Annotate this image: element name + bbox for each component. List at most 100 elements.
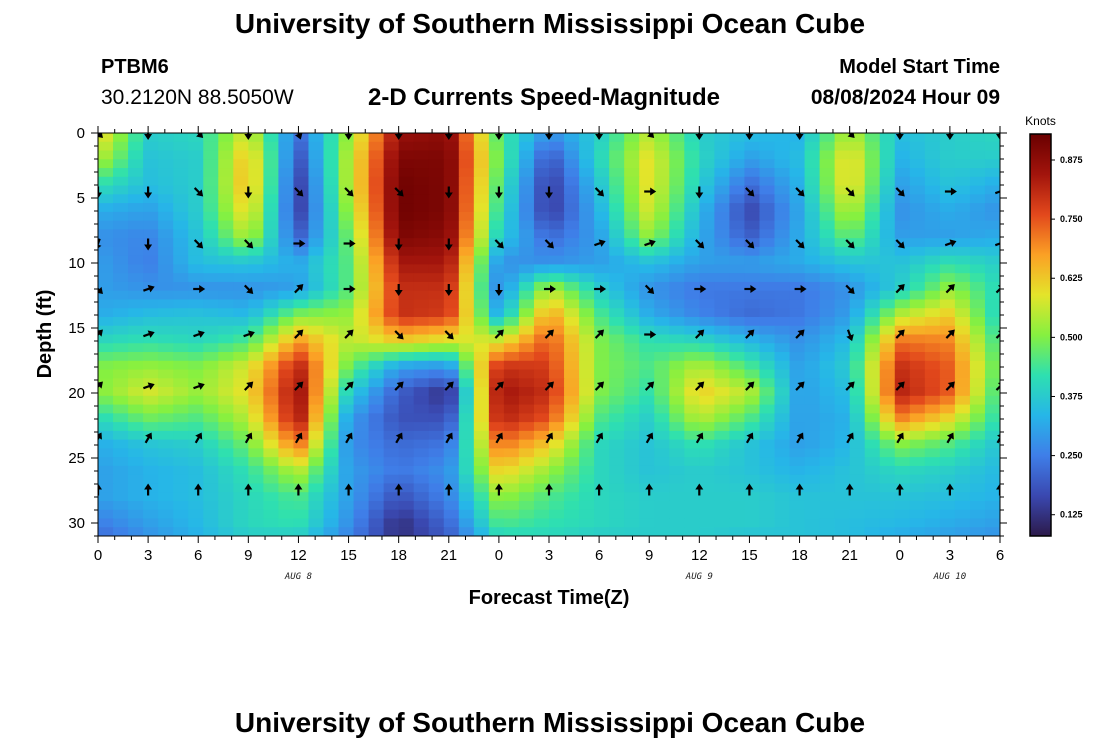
heatmap-cell — [894, 150, 911, 160]
heatmap-cell — [819, 509, 836, 520]
heatmap-cell — [428, 360, 445, 371]
heatmap-cell — [143, 194, 159, 204]
heatmap-cell — [939, 299, 956, 309]
x-tick-label: 0 — [94, 547, 102, 564]
heatmap-cell — [639, 474, 655, 485]
heatmap-cell — [924, 352, 941, 362]
heatmap-cell — [323, 422, 340, 432]
heatmap-cell — [398, 430, 415, 441]
heatmap-cell — [443, 439, 460, 449]
heatmap-cell — [143, 334, 159, 344]
heatmap-cell — [984, 343, 1000, 353]
heatmap-cell — [699, 203, 715, 213]
heatmap-cell — [488, 518, 505, 528]
heatmap-cell — [804, 133, 821, 143]
heatmap-cell — [684, 194, 700, 204]
heatmap-cell — [233, 457, 249, 467]
heatmap-cell — [819, 150, 836, 160]
current-arrow — [444, 133, 453, 140]
heatmap-cell — [879, 422, 896, 432]
heatmap-cell — [488, 290, 505, 301]
heatmap-cell — [338, 343, 355, 353]
heatmap-cell — [774, 203, 791, 213]
heatmap-cell — [353, 255, 370, 266]
heatmap-cell — [819, 220, 836, 230]
heatmap-cell — [353, 150, 370, 160]
heatmap-cell — [278, 325, 295, 336]
heatmap-cell — [158, 185, 174, 195]
current-arrow — [444, 284, 453, 296]
heatmap-cell — [173, 430, 189, 441]
heatmap-cell — [113, 378, 129, 388]
arrow-head — [795, 134, 804, 140]
heatmap-cell — [639, 395, 655, 406]
heatmap-cell — [669, 448, 685, 458]
heatmap-cell — [338, 299, 355, 309]
heatmap-cell — [293, 422, 310, 432]
heatmap-cell — [654, 150, 670, 160]
heatmap-cell — [323, 465, 340, 476]
current-arrow — [494, 329, 504, 339]
heatmap-cell — [278, 203, 295, 213]
heatmap-cell — [789, 255, 806, 266]
heatmap-cell — [338, 492, 355, 502]
heatmap-cell — [98, 159, 114, 169]
date-label: AUG 10 — [933, 572, 967, 582]
heatmap-cell — [804, 238, 821, 248]
heatmap-cell — [834, 387, 851, 397]
heatmap-cell — [263, 378, 279, 388]
heatmap-cell — [654, 264, 670, 274]
heatmap-cell — [549, 281, 565, 292]
heatmap-cell — [413, 308, 430, 318]
heatmap-cell — [143, 159, 159, 169]
heatmap-cell — [789, 500, 806, 511]
heatmap-cell — [669, 273, 685, 283]
heatmap-cell — [609, 159, 625, 169]
heatmap-cell — [458, 518, 475, 528]
heatmap-cell — [699, 509, 715, 520]
heatmap-cell — [804, 299, 821, 309]
heatmap-cell — [278, 141, 295, 152]
heatmap-cell — [338, 220, 355, 230]
heatmap-cell — [248, 413, 264, 423]
heatmap-cell — [323, 378, 340, 388]
heatmap-cell — [188, 413, 204, 423]
heatmap-cell — [654, 273, 670, 283]
heatmap-cell — [579, 483, 595, 493]
heatmap-cell — [879, 281, 896, 292]
heatmap-cell — [188, 352, 204, 362]
heatmap-cell — [804, 229, 821, 239]
heatmap-cell — [909, 238, 926, 248]
heatmap-cell — [939, 457, 956, 467]
heatmap-cell — [729, 238, 746, 248]
heatmap-cell — [849, 255, 866, 266]
current-arrow — [595, 483, 604, 496]
heatmap-cell — [413, 527, 430, 536]
heatmap-cell — [609, 387, 625, 397]
heatmap-cell — [293, 220, 310, 230]
heatmap-cell — [849, 369, 866, 379]
heatmap-cell — [188, 203, 204, 213]
heatmap-cell — [729, 281, 746, 292]
heatmap-cell — [458, 457, 475, 467]
heatmap-cell — [969, 264, 986, 274]
heatmap-cell — [458, 465, 475, 476]
current-arrow — [795, 133, 804, 140]
heatmap-cell — [473, 395, 490, 406]
current-arrow — [644, 330, 657, 339]
heatmap-cell — [744, 404, 761, 414]
heatmap-cell — [188, 194, 204, 204]
heatmap-cell — [113, 387, 129, 397]
heatmap-cell — [804, 159, 821, 169]
heatmap-cell — [308, 448, 325, 458]
heatmap-cell — [624, 308, 640, 318]
heatmap-cell — [308, 325, 325, 336]
heatmap-cell — [233, 527, 249, 536]
heatmap-cell — [533, 422, 550, 432]
heatmap-cell — [518, 343, 535, 353]
heatmap-cell — [594, 203, 610, 213]
heatmap-cell — [669, 299, 685, 309]
heatmap-cell — [413, 150, 430, 160]
heatmap-cell — [849, 229, 866, 239]
heatmap-cell — [654, 413, 670, 423]
